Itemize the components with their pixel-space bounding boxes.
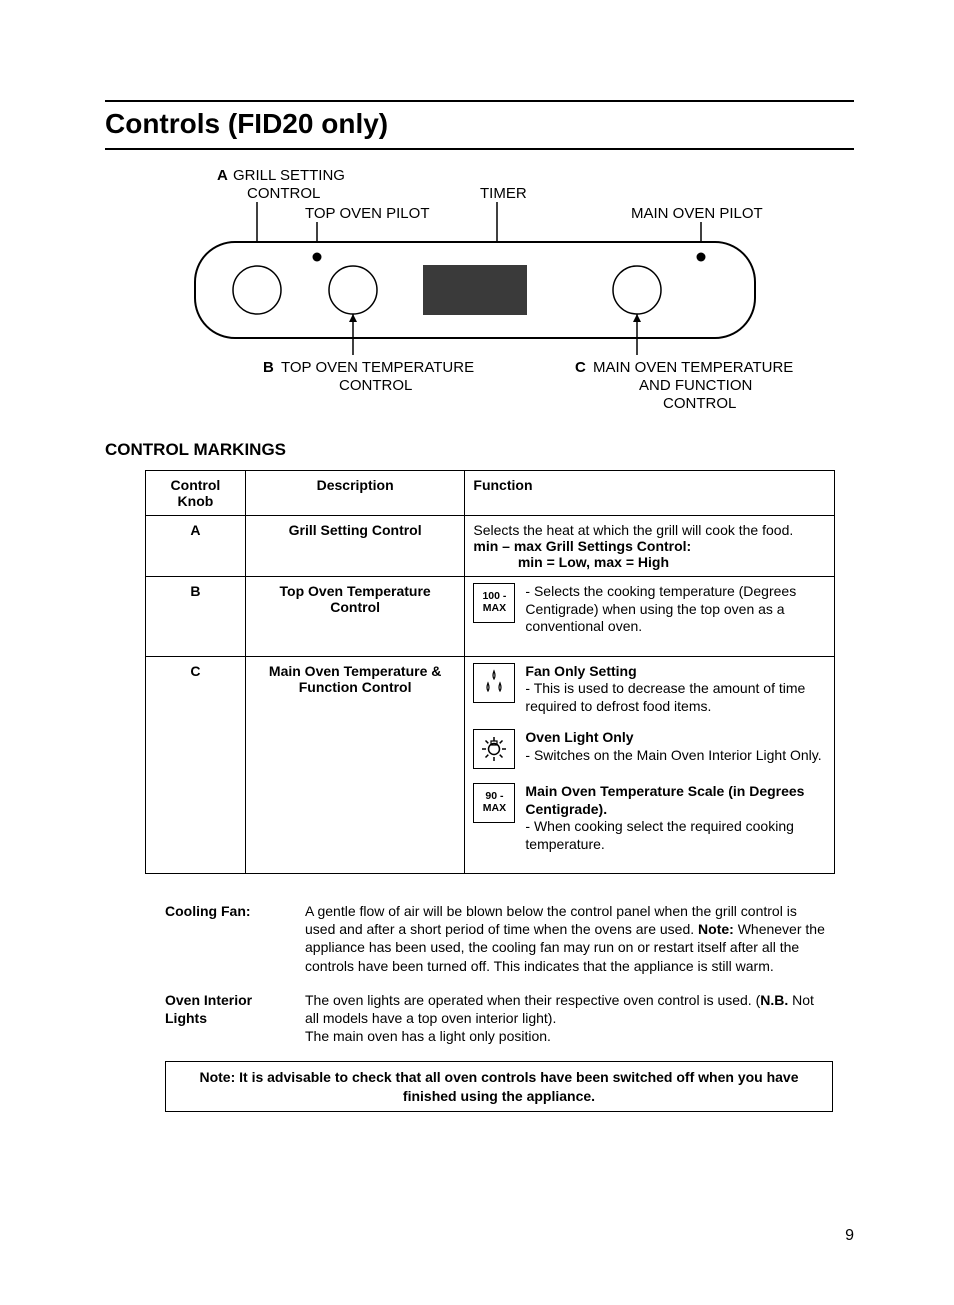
main-oven-pilot-dot <box>697 253 706 262</box>
label-A-letter: A <box>217 167 228 184</box>
knob-C <box>613 266 661 314</box>
table-row: C Main Oven Temperature & Function Contr… <box>146 656 835 874</box>
cell-knob-C: C <box>146 656 246 874</box>
page-title: Controls (FID20 only) <box>105 108 854 140</box>
table-row: B Top Oven Temperature Control 100 - MAX… <box>146 577 835 657</box>
knob-A <box>233 266 281 314</box>
func-A-line1: Selects the heat at which the grill will… <box>473 522 826 538</box>
cell-func-C: Fan Only Setting - This is used to decre… <box>465 656 835 874</box>
cell-desc-C: Main Oven Temperature & Function Control <box>245 656 465 874</box>
section-heading: CONTROL MARKINGS <box>105 440 854 460</box>
cell-func-A: Selects the heat at which the grill will… <box>465 516 835 577</box>
temp-90-max-icon: 90 - MAX <box>473 783 515 823</box>
cell-func-B: 100 - MAX - Selects the cooking temperat… <box>465 577 835 657</box>
cell-knob-A: A <box>146 516 246 577</box>
func-A-bold: min – max Grill Settings Control: <box>473 538 826 554</box>
label-C-letter: C <box>575 359 586 376</box>
func-B-text: - Selects the cooking temperature (Degre… <box>525 583 826 636</box>
label-C-line2: AND FUNCTION <box>639 377 752 394</box>
func-C2: Oven Light Only - Switches on the Main O… <box>525 729 826 764</box>
func-C1: Fan Only Setting - This is used to decre… <box>525 663 826 716</box>
control-panel-diagram: A GRILL SETTING CONTROL TOP OVEN PILOT T… <box>145 162 854 422</box>
boxed-note: Note: It is advisable to check that all … <box>165 1061 833 1111</box>
func-C3: Main Oven Temperature Scale (in Degrees … <box>525 783 826 853</box>
top-oven-pilot-dot <box>313 253 322 262</box>
label-C-line3: CONTROL <box>663 395 736 412</box>
cell-desc-A: Grill Setting Control <box>245 516 465 577</box>
temp-100-max-icon: 100 - MAX <box>473 583 515 623</box>
knob-B <box>329 266 377 314</box>
label-B-line1: TOP OVEN TEMPERATURE <box>281 359 474 376</box>
timer-block <box>423 265 527 315</box>
fan-icon <box>473 663 515 703</box>
th-desc: Description <box>245 471 465 516</box>
oven-lights-note: Oven Interior Lights The oven lights are… <box>165 991 825 1046</box>
notes-block: Cooling Fan: A gentle flow of air will b… <box>165 902 825 1045</box>
th-knob: Control Knob <box>146 471 246 516</box>
table-header-row: Control Knob Description Function <box>146 471 835 516</box>
light-icon <box>473 729 515 769</box>
label-A-line2: CONTROL <box>247 185 320 202</box>
table-row: A Grill Setting Control Selects the heat… <box>146 516 835 577</box>
oven-lights-body: The oven lights are operated when their … <box>305 991 825 1046</box>
cooling-fan-note: Cooling Fan: A gentle flow of air will b… <box>165 902 825 975</box>
title-rule <box>105 148 854 150</box>
control-markings-table: Control Knob Description Function A Gril… <box>145 470 835 874</box>
label-C-line1: MAIN OVEN TEMPERATURE <box>593 359 793 376</box>
label-main-oven-pilot: MAIN OVEN PILOT <box>631 205 763 222</box>
label-top-oven-pilot: TOP OVEN PILOT <box>305 205 429 222</box>
label-A-line1: GRILL SETTING <box>233 167 345 184</box>
th-func: Function <box>465 471 835 516</box>
cell-desc-B: Top Oven Temperature Control <box>245 577 465 657</box>
cell-knob-B: B <box>146 577 246 657</box>
label-timer: TIMER <box>480 185 527 202</box>
cooling-fan-label: Cooling Fan: <box>165 902 285 975</box>
label-B-line2: CONTROL <box>339 377 412 394</box>
page-number: 9 <box>845 1227 854 1245</box>
top-rule <box>105 100 854 102</box>
label-B-letter: B <box>263 359 274 376</box>
oven-lights-label: Oven Interior Lights <box>165 991 285 1046</box>
cooling-fan-body: A gentle flow of air will be blown below… <box>305 902 825 975</box>
func-A-sub: min = Low, max = High <box>473 554 713 570</box>
